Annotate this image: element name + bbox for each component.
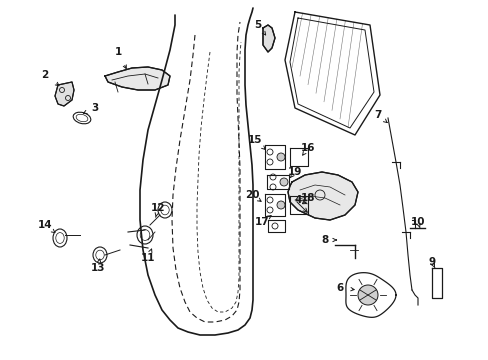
Text: 19: 19 <box>287 167 302 177</box>
Circle shape <box>280 178 287 186</box>
Polygon shape <box>263 25 274 52</box>
Text: 5: 5 <box>254 20 261 30</box>
Text: 8: 8 <box>321 235 328 245</box>
Text: 18: 18 <box>300 193 315 203</box>
Text: 15: 15 <box>247 135 262 145</box>
Text: 14: 14 <box>38 220 52 230</box>
Text: 16: 16 <box>300 143 315 153</box>
Text: 11: 11 <box>141 253 155 263</box>
Text: 20: 20 <box>244 190 259 200</box>
Polygon shape <box>55 82 74 106</box>
Polygon shape <box>287 172 357 220</box>
Text: 10: 10 <box>410 217 425 227</box>
Circle shape <box>276 201 285 209</box>
Text: 9: 9 <box>427 257 435 267</box>
Text: 17: 17 <box>254 217 269 227</box>
Circle shape <box>276 153 285 161</box>
Text: 3: 3 <box>91 103 99 113</box>
Text: 1: 1 <box>114 47 122 57</box>
Text: 6: 6 <box>336 283 343 293</box>
Polygon shape <box>105 67 170 90</box>
Text: 12: 12 <box>150 203 165 213</box>
Text: 2: 2 <box>41 70 48 80</box>
Circle shape <box>357 285 377 305</box>
Text: 7: 7 <box>373 110 381 120</box>
Text: 13: 13 <box>91 263 105 273</box>
Text: 4: 4 <box>294 195 301 205</box>
